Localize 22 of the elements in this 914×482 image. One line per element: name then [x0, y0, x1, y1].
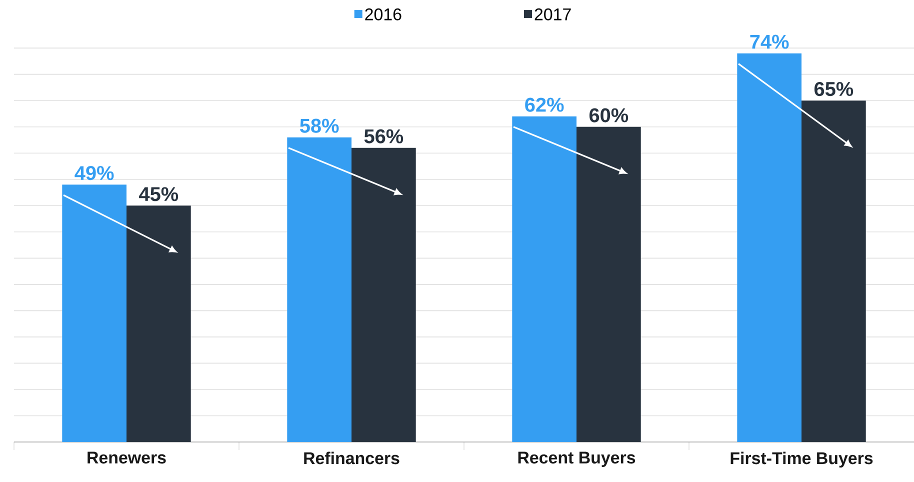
- data-label: 56%: [364, 129, 404, 144]
- data-label: 74%: [750, 34, 789, 49]
- data-label: 62%: [525, 98, 564, 112]
- bar: [126, 206, 191, 442]
- bar: [352, 148, 416, 442]
- data-label: 58%: [300, 118, 339, 133]
- bar: [737, 53, 802, 442]
- data-label: 60%: [589, 108, 628, 122]
- bar: [512, 116, 577, 442]
- bar: [802, 100, 866, 442]
- bar: [576, 126, 641, 442]
- x-tick-label: Renewers: [88, 452, 166, 464]
- legend-label: 2016: [365, 8, 402, 20]
- x-tick-label: Refinancers: [304, 452, 400, 464]
- bar: [62, 184, 126, 442]
- data-label: 65%: [814, 82, 854, 96]
- x-tick-label: First-Time Buyers: [730, 452, 873, 468]
- legend-label: 2017: [534, 8, 571, 20]
- data-label: 45%: [139, 187, 178, 202]
- data-label: 49%: [74, 166, 114, 180]
- x-tick-label: Recent Buyers: [518, 452, 636, 467]
- bar: [287, 137, 352, 442]
